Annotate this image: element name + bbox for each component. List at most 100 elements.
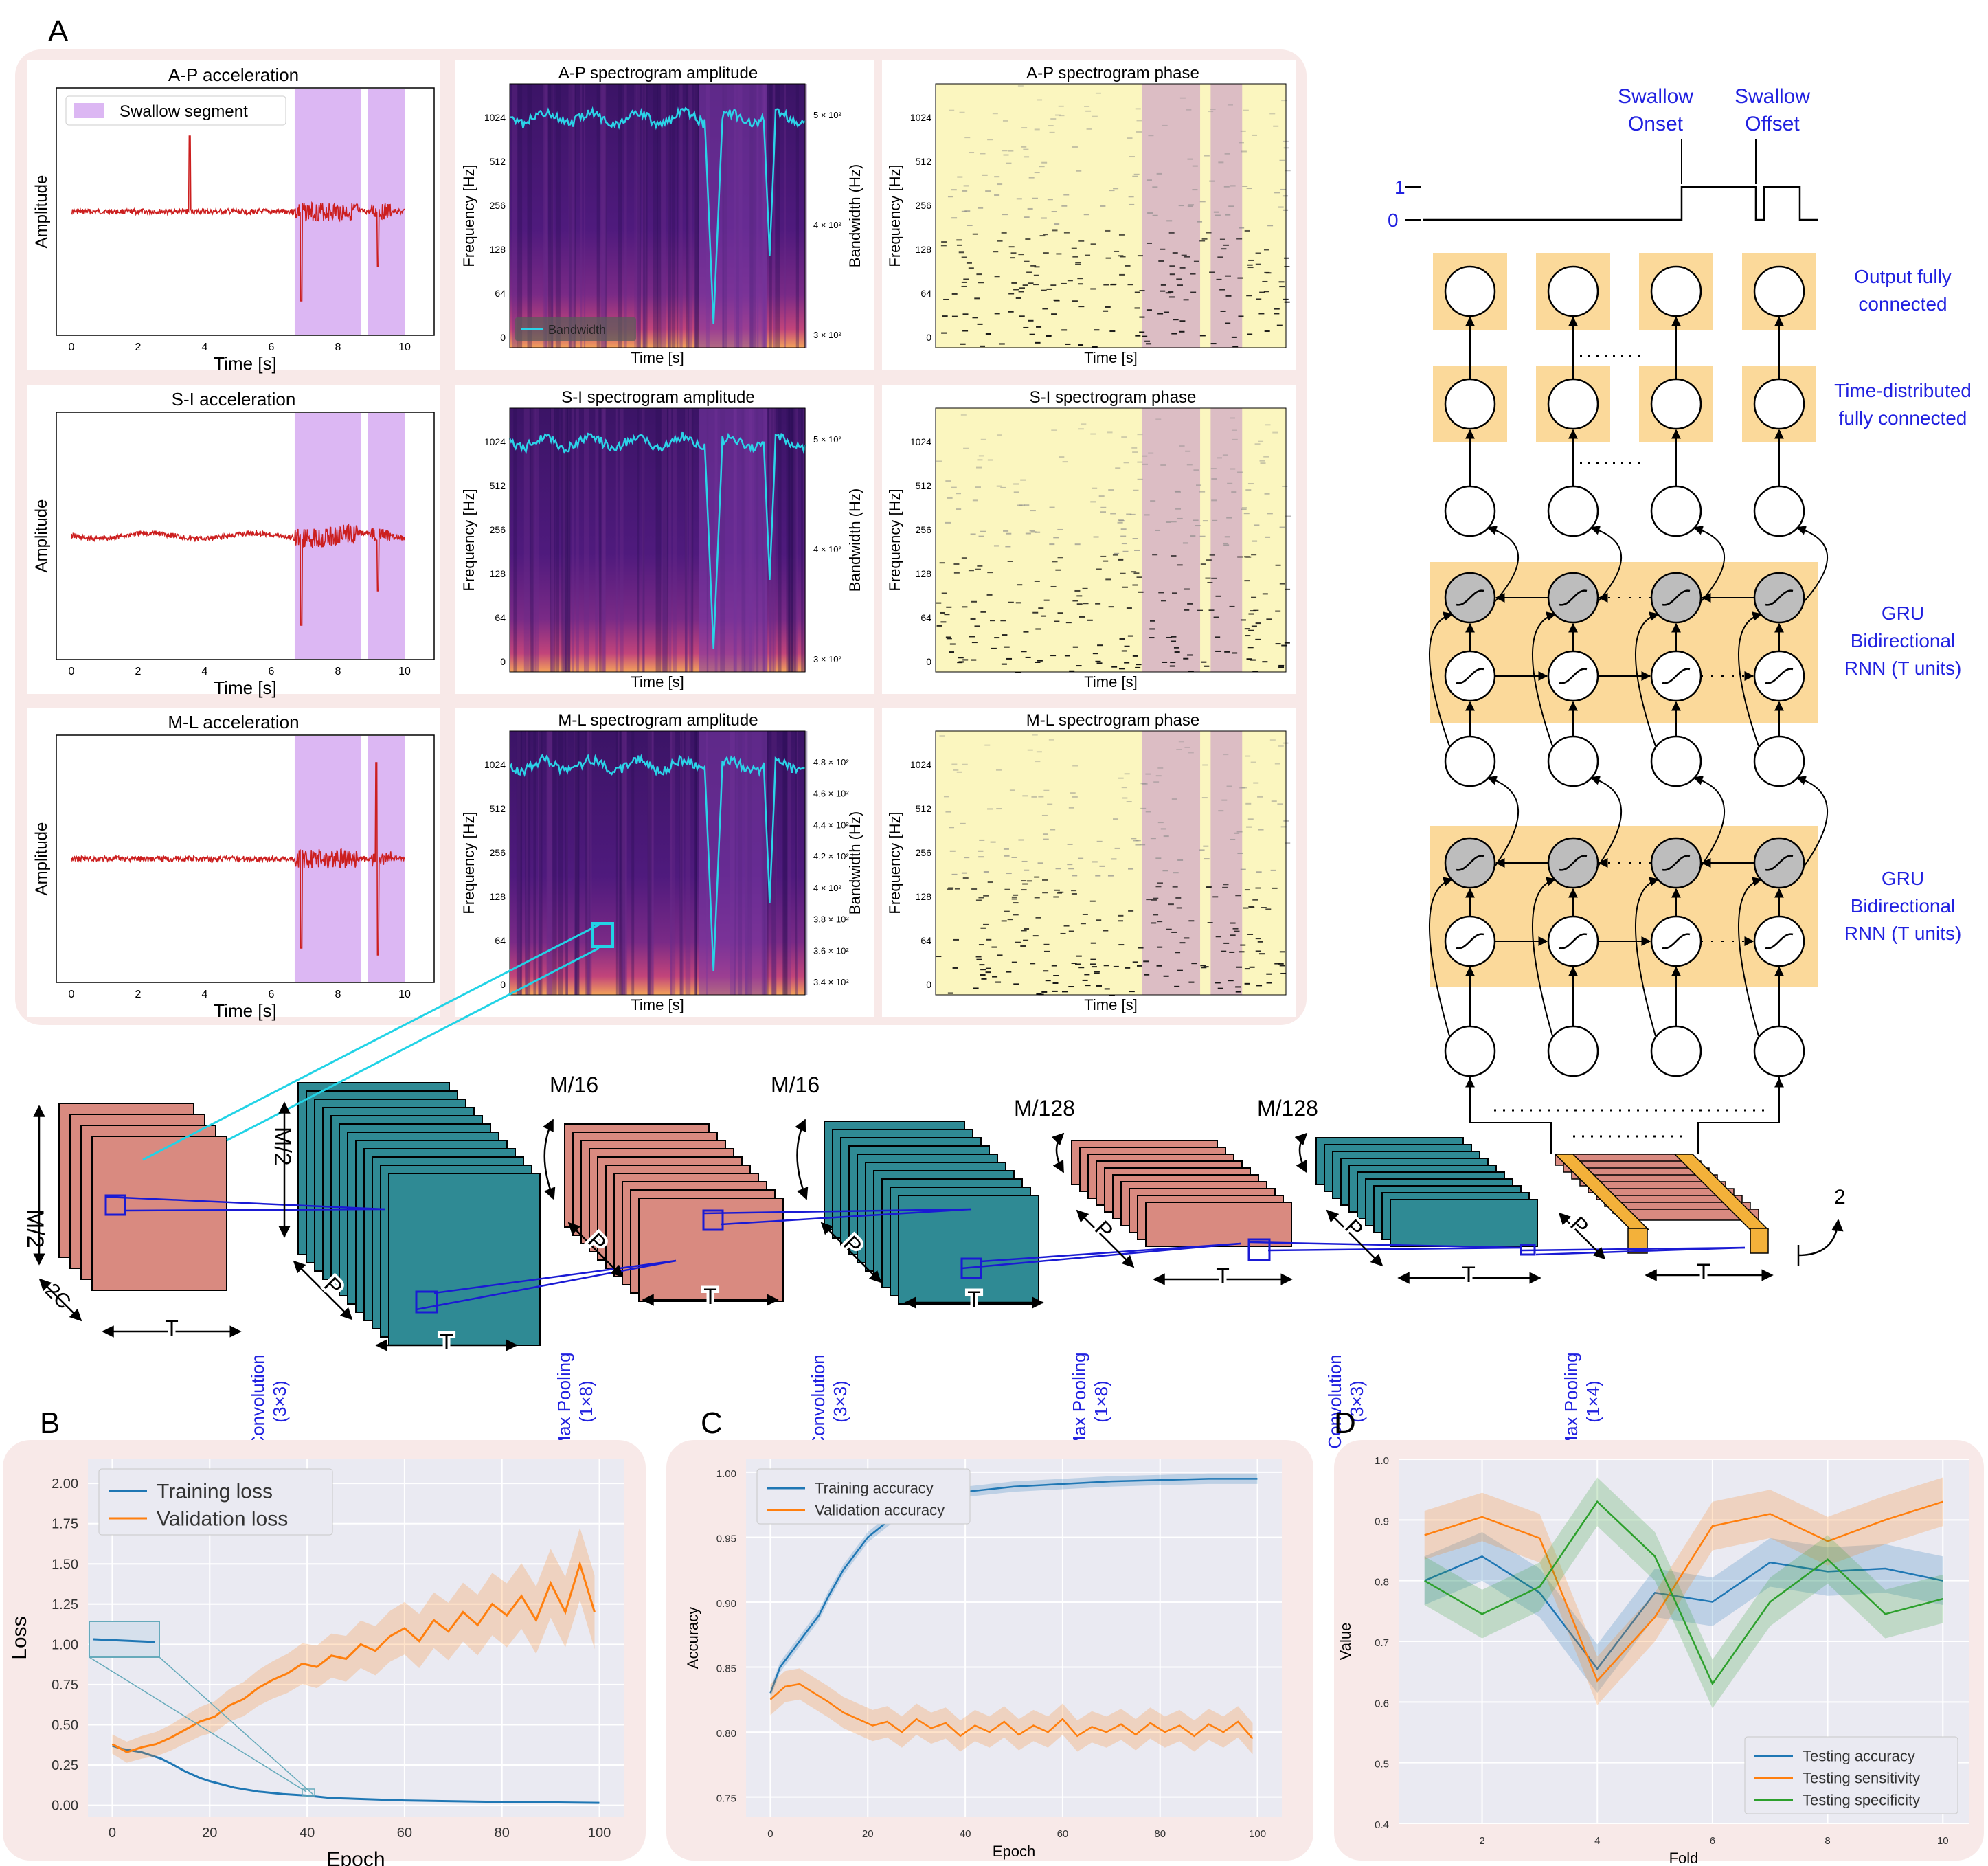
spec-ylabel: Frequency [Hz] [460,488,477,591]
phase-swallow-1 [1142,84,1201,348]
spec-texture [565,731,568,995]
rnn-skip-arrow [1590,776,1622,869]
y-tick-label: 2.00 [52,1476,78,1492]
phase-dash [1174,490,1180,492]
accel-signal [71,135,405,302]
phase-dash [981,978,987,980]
spec-texture [793,408,795,672]
spec-texture [782,731,788,995]
gru-top-label-3: RNN (T units) [1844,657,1962,679]
accel-xlabel: Time [s] [214,353,276,374]
panel-label-d: D [1334,1406,1356,1440]
accel-signal [71,762,405,956]
phase-dash [1146,899,1152,901]
sigmoid-glyph [1559,933,1588,949]
phase-dash [1005,546,1011,548]
phase-freq-tick: 512 [916,156,932,167]
phase-dash [1013,902,1019,904]
phase-dash [976,466,982,469]
phase-dash [1240,619,1246,621]
phase-dash [1033,274,1039,276]
phase-dash [1157,822,1164,824]
phase-dash [951,486,957,488]
spec-texture [615,731,618,995]
phase-dash [978,897,984,899]
phase-dash [1075,963,1081,965]
rnn-skip-arrow [1428,877,1454,1037]
spec-texture [517,84,523,348]
phase-dash [975,486,981,488]
phase-dash [1265,536,1271,538]
phase-dash [1008,246,1015,248]
phase-dash [1002,634,1008,636]
phase-dash [1242,186,1248,188]
spec-texture [681,731,684,995]
phase-dash [1255,887,1261,889]
phase-dash [1225,275,1231,277]
phase-dash [1184,256,1190,258]
phase-dash [1037,99,1043,101]
phase-dash [1155,418,1162,420]
dim-m16-1: M/16 [550,1072,598,1097]
panel-label-c: C [701,1406,723,1440]
phase-dash [1050,118,1057,120]
phase-title: M-L spectrogram phase [1026,711,1200,730]
bandwidth-line [508,753,806,972]
phase-dash [1206,232,1212,234]
phase-dash [1100,555,1107,557]
phase-dash [1143,960,1149,963]
spec-texture [552,731,557,995]
phase-dash [939,735,945,737]
spec-texture [575,731,579,995]
phase-dash [1160,600,1166,602]
rnn-skip-arrow [1487,776,1519,869]
phase-dash [1257,796,1263,798]
phase-dash [1239,951,1245,953]
phase-dash [1001,232,1007,234]
phase-dash [1171,521,1177,523]
spec-texture [644,84,648,348]
phase-dash [961,285,967,287]
phase-dash [1256,871,1262,873]
spec-texture [620,408,624,672]
phase-dash [945,480,951,482]
freq-tick: 64 [495,288,506,299]
phase-dash [1137,255,1143,257]
phase-dash [1279,583,1285,585]
phase-dash [1265,908,1272,910]
spec-texture [684,408,688,672]
spec-texture [791,408,797,672]
phase-dash [1049,131,1055,133]
phase-dash [1142,335,1148,337]
phase-dash [976,958,982,960]
dim-arrow-m16-1 [543,1119,556,1200]
phase-dash [947,497,953,499]
receptive-field-box [1520,1244,1536,1256]
phase-dash [1223,754,1229,756]
dim-p-4: P [1090,1215,1118,1244]
legend-label: Testing sensitivity [1803,1770,1920,1787]
phase-dash [1053,537,1059,539]
phase-ylabel: Frequency [Hz] [886,164,903,267]
op-maxpool-2-b: (1×8) [1091,1380,1111,1422]
phase-dash [1206,559,1212,561]
phase-dash [1269,739,1276,741]
phase-dash [1025,532,1031,535]
phase-dash [1162,870,1168,872]
phase-dash [1029,333,1035,335]
phase-dash [1017,584,1023,586]
phase-dash [978,282,984,284]
phase-dash [1024,156,1030,158]
dim-t-1: T [165,1316,179,1340]
phase-dash [1226,517,1232,519]
phase-dash [991,647,997,649]
phase-dash [964,137,971,139]
phase-dash [1245,802,1252,805]
phase-dash [964,210,971,212]
spec-texture [527,84,532,348]
phase-dash [1177,969,1183,971]
phase-dash [1103,284,1109,286]
sigmoid-glyph [1662,589,1691,606]
phase-dash [1280,188,1287,190]
spec-texture [618,731,623,995]
